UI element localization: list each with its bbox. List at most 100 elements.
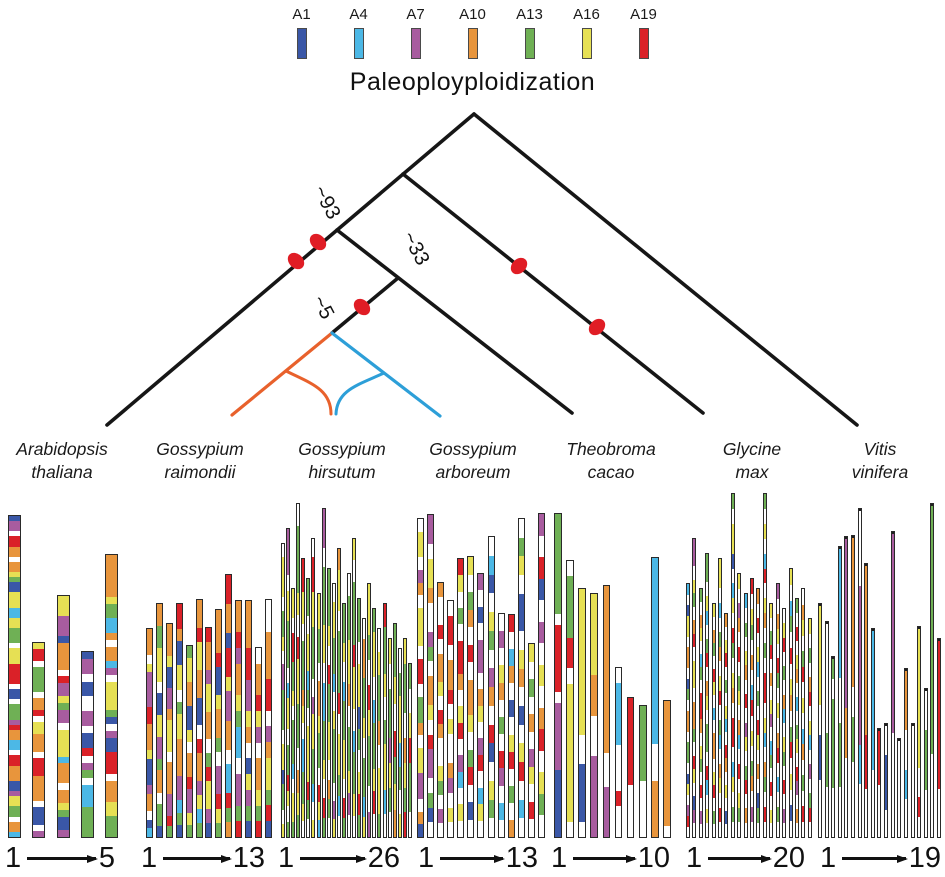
chromosome-segment: [287, 821, 290, 838]
chromosome-segment: [327, 664, 330, 684]
chromosome-segment: [393, 730, 396, 758]
chromosome-segment: [731, 508, 734, 524]
chromosome-segment: [327, 798, 330, 818]
chromosome-segment: [802, 635, 805, 651]
chromosome-group-gossypium-arboreum: [417, 513, 545, 838]
chromosome-segment: [744, 594, 747, 609]
chromosome-segment: [725, 784, 728, 798]
chromosome-segment: [9, 821, 20, 832]
chromosome-segment: [418, 595, 423, 609]
chromosome-bar-gossypium-raimondii-6: [195, 599, 203, 838]
chromosome-segment: [216, 822, 222, 837]
chromosome-segment: [388, 738, 391, 763]
chromosome-segment: [795, 739, 798, 753]
chromosome-segment: [738, 705, 741, 721]
chromosome-bar-glycine-max-6: [718, 558, 723, 838]
chromosome-segment: [106, 555, 117, 598]
chromosome-segment: [166, 709, 172, 720]
chromosome-segment: [282, 544, 284, 558]
chromosome-segment: [904, 730, 907, 770]
chromosome-segment: [206, 753, 212, 768]
chromosome-segment: [789, 695, 792, 711]
chromosome-segment: [687, 647, 689, 669]
ancestral-chromosome-legend: A1 A4 A7 A10 A13 A16 A19: [0, 6, 945, 59]
chromosome-segment: [368, 659, 371, 686]
chromosome-segment: [282, 810, 284, 824]
chromosome-segment: [418, 646, 423, 659]
chromosome-bar-gossypium-arboreum-12: [527, 643, 535, 838]
axis-end-number: 5: [98, 842, 115, 874]
axis-arrow-icon: [163, 857, 230, 860]
chromosome-segment: [206, 781, 212, 810]
chromosome-segment: [438, 653, 444, 682]
chromosome-segment: [292, 705, 295, 721]
chromosome-segment: [725, 614, 728, 628]
chromosome-segment: [478, 639, 484, 673]
chromosome-segment: [763, 747, 766, 763]
chromosome-segment: [383, 697, 386, 721]
chromosome-segment: [478, 804, 484, 821]
chromosome-segment: [871, 630, 874, 770]
chromosome-segment: [57, 696, 69, 704]
chromosome-segment: [81, 748, 93, 756]
chromosome-segment: [744, 794, 747, 809]
chromosome-segment: [498, 734, 504, 752]
chromosome-segment: [322, 721, 325, 760]
chromosome-segment: [731, 747, 734, 763]
chromosome-segment: [808, 706, 811, 721]
chromosome-segment: [458, 722, 464, 739]
chromosome-segment: [106, 674, 117, 682]
chromosome-segment: [106, 724, 117, 732]
chromosome-segment: [518, 780, 524, 800]
chromosome-segment: [282, 730, 284, 744]
chromosome-segment: [255, 663, 261, 696]
chromosome-segment: [265, 789, 271, 806]
chromosome-segment: [292, 589, 295, 619]
chromosome-segment: [358, 599, 361, 643]
chromosome-segment: [106, 780, 117, 802]
axis-arrow-icon: [440, 857, 503, 860]
chromosome-segment: [825, 623, 828, 733]
chromosome-segment: [719, 778, 722, 794]
chromosome-segment: [186, 657, 192, 682]
chromosome-bar-gossypium-arboreum-9: [497, 613, 505, 838]
chromosome-segment: [418, 722, 423, 736]
chromosome-bar-vitis-vinifera-11: [884, 723, 889, 838]
chromosome-segment: [312, 679, 315, 697]
chromosome-segment: [687, 594, 689, 606]
chromosome-segment: [731, 821, 734, 837]
chromosome-segment: [393, 783, 396, 811]
chromosome-segment: [418, 798, 423, 812]
chromosome-segment: [712, 823, 715, 837]
chromosome-segment: [418, 557, 423, 570]
chromosome-segment: [373, 609, 376, 632]
chromosome-segment: [508, 734, 514, 752]
chromosome-segment: [757, 589, 760, 604]
chromosome-segment: [206, 823, 212, 837]
chromosome-segment: [725, 719, 728, 733]
chromosome-segment: [478, 721, 484, 739]
chromosome-segment: [789, 569, 792, 585]
chromosome-segment: [776, 822, 779, 837]
species-name-line1: Glycine: [722, 439, 782, 459]
chromosome-segment: [408, 812, 411, 838]
chromosome-segment: [757, 603, 760, 619]
chromosome-segment: [428, 544, 434, 559]
chromosome-segment: [763, 657, 766, 673]
chromosome-segment: [744, 679, 747, 695]
chromosome-segment: [808, 735, 811, 750]
chromosome-segment: [757, 764, 760, 779]
chromosome-segment: [783, 723, 786, 738]
chromosome-segment: [751, 624, 754, 640]
chromosome-segment: [196, 627, 202, 642]
chromosome-segment: [312, 819, 315, 838]
chromosome-segment: [317, 819, 320, 838]
chromosome-segment: [408, 664, 411, 689]
chromosome-segment: [468, 644, 474, 662]
chromosome-segment: [712, 811, 715, 824]
chromosome-segment: [712, 798, 715, 812]
chromosome-segment: [751, 745, 754, 762]
chromosome-segment: [106, 639, 117, 647]
legend-label: A13: [516, 6, 543, 23]
chromosome-bar-gossypium-raimondii-12: [254, 647, 262, 838]
